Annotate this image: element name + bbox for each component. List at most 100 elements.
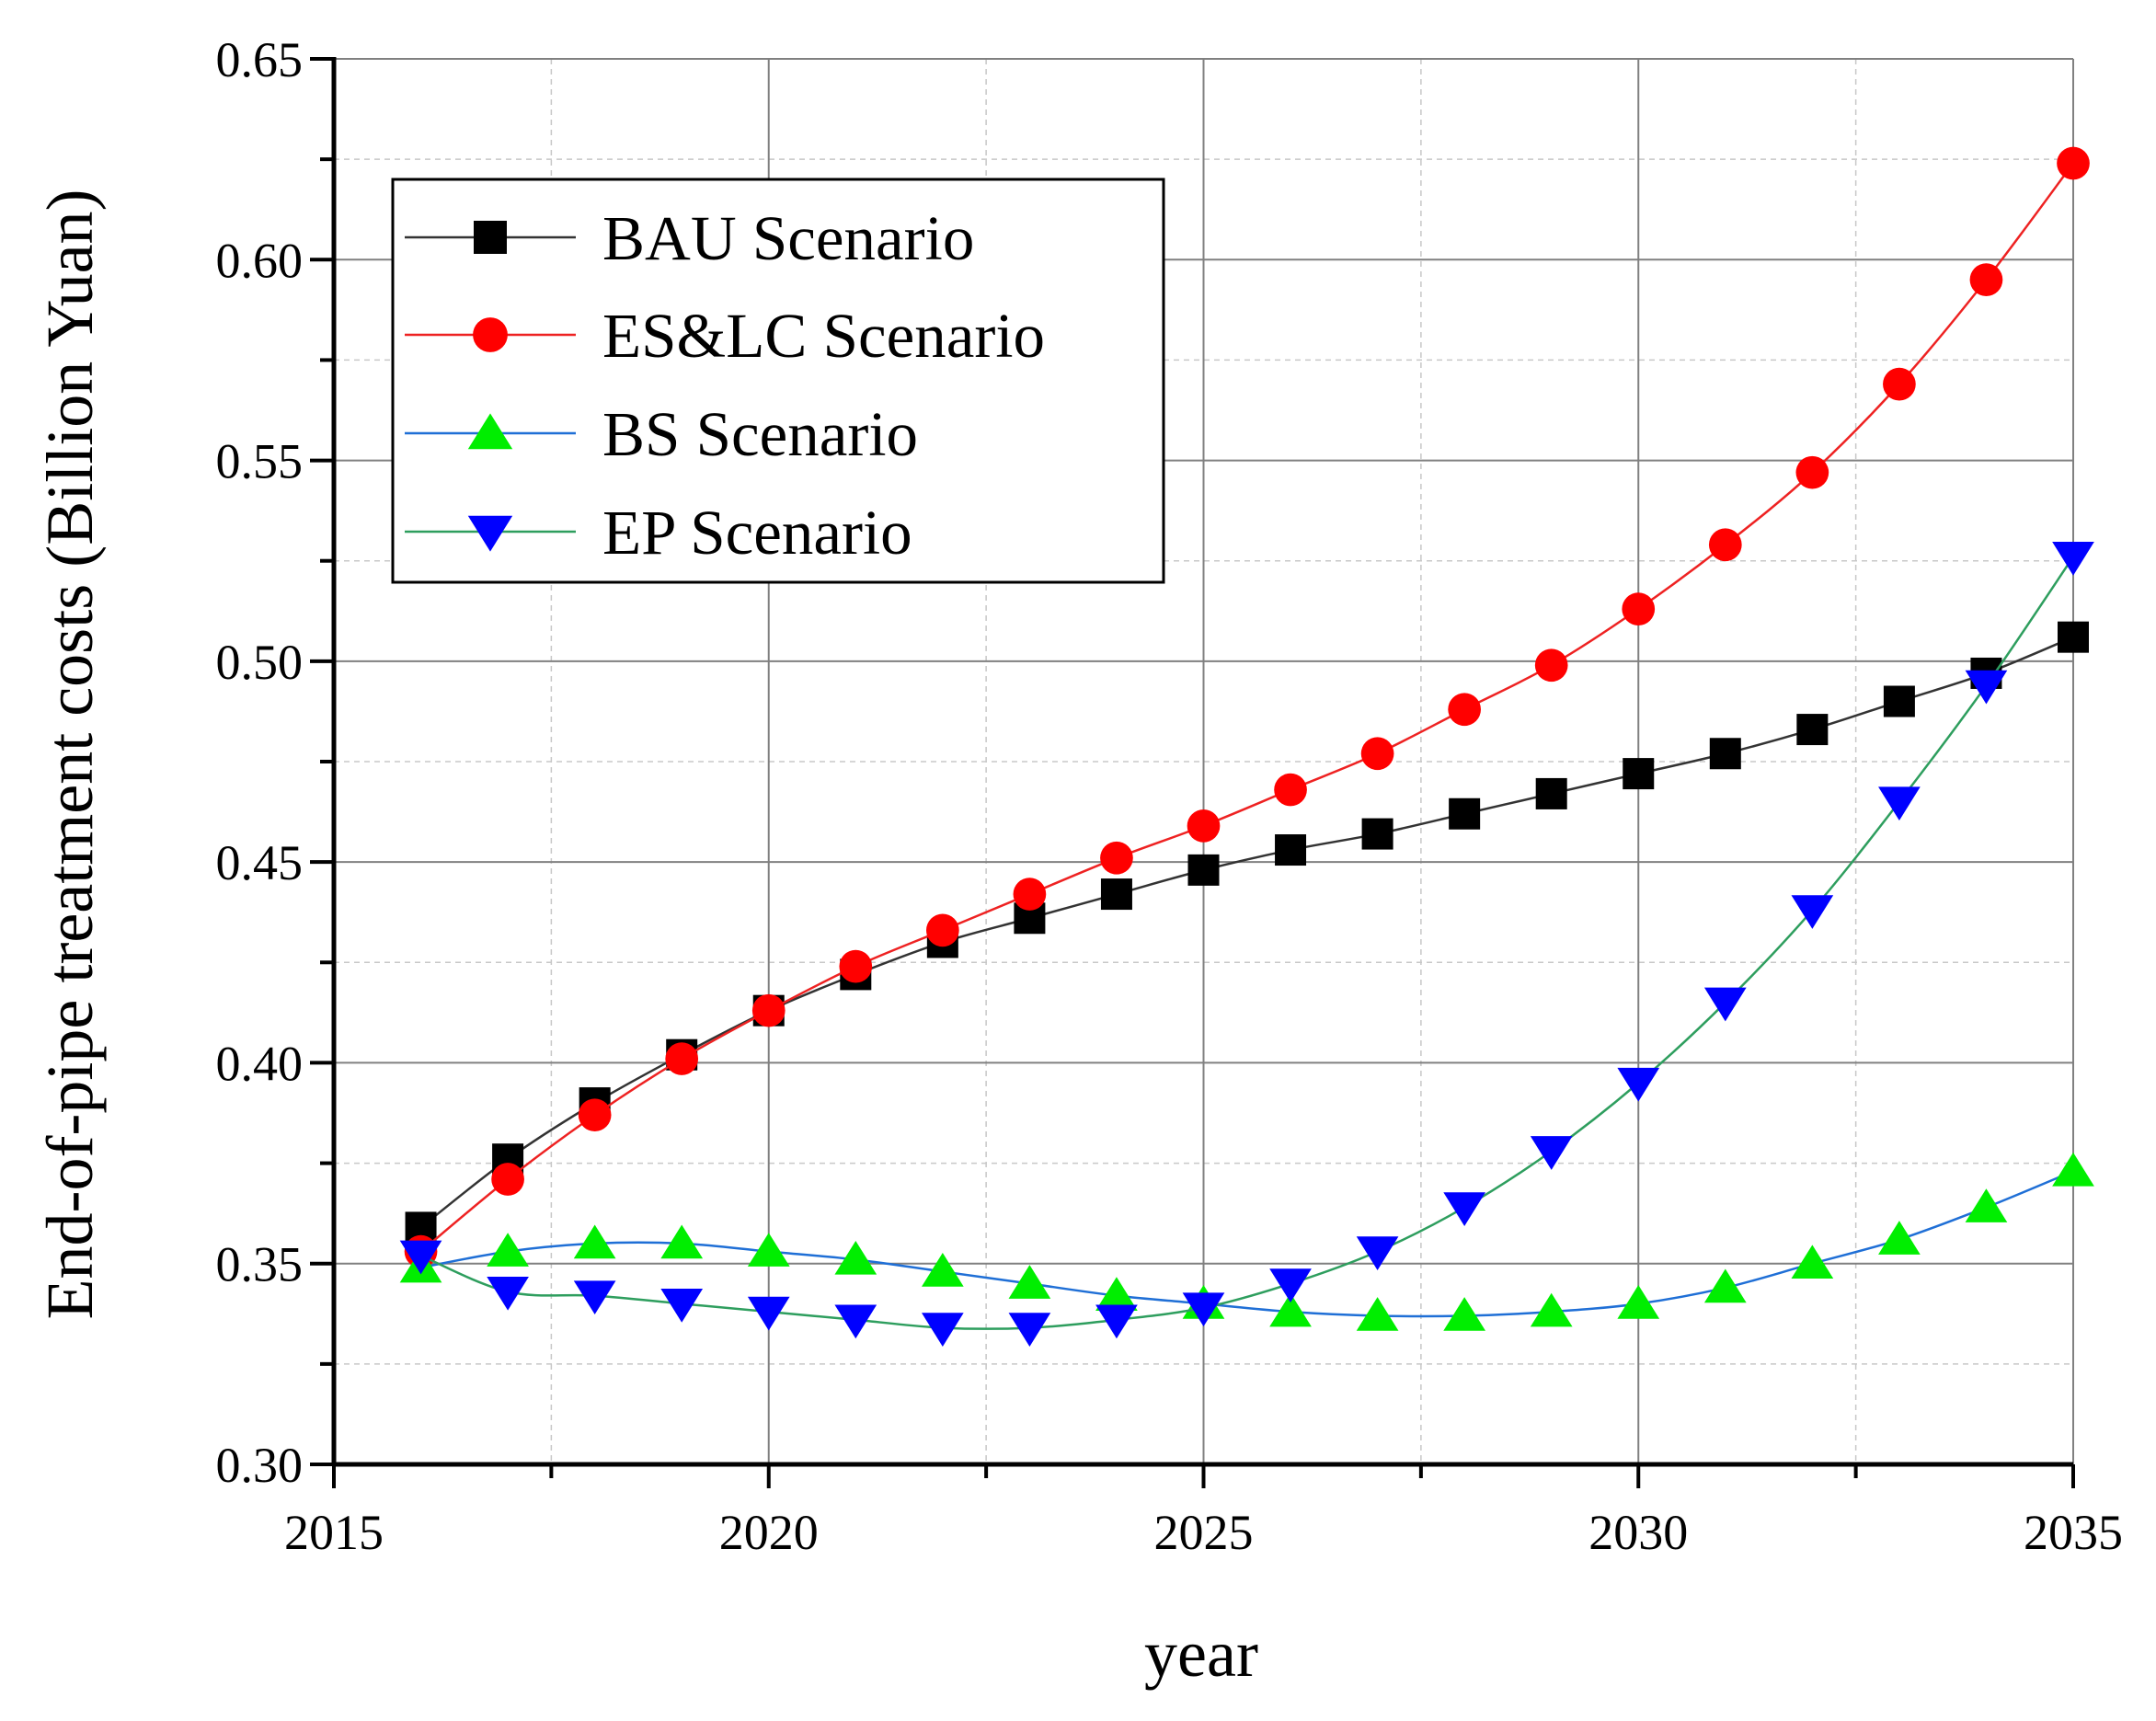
- legend: BAU Scenario ES&LC Scenario BS Scenario EP …: [391, 178, 1165, 584]
- series-bs-scenario: [399, 1152, 2094, 1331]
- x-tick-label: 2035: [2024, 1505, 2123, 1560]
- data-point: [1187, 854, 1220, 886]
- axes-layer: [310, 57, 2075, 1488]
- data-point: [834, 1304, 877, 1339]
- data-point: [1623, 758, 1655, 790]
- data-point: [1791, 895, 1834, 929]
- data-point: [922, 1253, 964, 1287]
- data-point: [1878, 786, 1921, 821]
- data-point: [1100, 841, 1133, 875]
- legend-marker: [474, 221, 507, 254]
- data-point: [491, 1163, 524, 1196]
- data-point: [1965, 1188, 2008, 1222]
- y-axis-title: End-of-pipe treatment costs (Billion Yua…: [33, 189, 107, 1319]
- legend-marker: [467, 413, 513, 450]
- series-es-lc-scenario: [404, 146, 2090, 1268]
- data-point: [2052, 1152, 2094, 1187]
- data-point: [578, 1098, 612, 1132]
- data-point: [747, 1296, 790, 1331]
- data-point: [2058, 621, 2089, 653]
- data-point: [1095, 1304, 1138, 1339]
- data-point: [1356, 1236, 1399, 1271]
- x-tick-label: 2025: [1154, 1505, 1254, 1560]
- data-point: [747, 1233, 790, 1267]
- data-point: [487, 1276, 529, 1311]
- data-point: [1274, 773, 1307, 807]
- data-point: [1878, 1221, 1921, 1255]
- y-tick-label: 0.60: [216, 233, 304, 288]
- data-point: [660, 1224, 704, 1259]
- data-point: [1356, 1297, 1399, 1331]
- data-point: [1182, 1292, 1225, 1327]
- data-point: [1008, 1313, 1051, 1347]
- data-point: [751, 993, 786, 1027]
- data-point: [1013, 878, 1047, 911]
- data-point: [573, 1224, 616, 1259]
- x-tick-label: 2020: [719, 1505, 819, 1560]
- data-point: [1617, 1284, 1660, 1319]
- x-tick-label: 2015: [284, 1505, 384, 1560]
- data-point: [839, 949, 873, 983]
- data-point: [1965, 670, 2008, 705]
- data-point: [834, 1240, 877, 1275]
- series-ep-scenario: [399, 542, 2094, 1347]
- data-point: [1448, 693, 1481, 727]
- legend-entries: BAU Scenario ES&LC Scenario BS Scenario EP …: [405, 203, 1045, 568]
- x-tick-label: 2030: [1588, 1505, 1688, 1560]
- data-point: [1883, 685, 1915, 717]
- legend-entry: BS Scenario: [405, 399, 918, 469]
- data-point: [1703, 987, 1747, 1022]
- data-point: [1791, 1245, 1834, 1279]
- data-point: [1796, 714, 1829, 746]
- data-point: [1275, 834, 1307, 866]
- data-point: [1795, 455, 1829, 489]
- data-point: [399, 1240, 442, 1275]
- data-point: [926, 913, 959, 947]
- y-tick-label: 0.45: [216, 835, 304, 890]
- data-point: [1008, 1265, 1051, 1299]
- x-axis-title: year: [1144, 1617, 1258, 1691]
- grid-layer: [334, 58, 2074, 1464]
- data-point: [1703, 1268, 1747, 1303]
- data-point: [573, 1280, 616, 1315]
- legend-box: [391, 178, 1165, 584]
- data-point: [1535, 777, 1567, 809]
- data-point: [1360, 737, 1394, 771]
- legend-marker: [467, 515, 513, 552]
- y-tick-label: 0.65: [216, 32, 304, 87]
- data-point: [1534, 648, 1568, 683]
- data-point: [1883, 367, 1916, 401]
- legend-entry: EP Scenario: [405, 498, 912, 568]
- legend-entry: BAU Scenario: [405, 203, 974, 273]
- data-point: [1709, 738, 1741, 770]
- data-point: [2057, 146, 2090, 180]
- data-point: [1443, 1297, 1485, 1331]
- legend-label: ES&LC Scenario: [602, 301, 1045, 371]
- data-point: [2052, 542, 2094, 576]
- y-tick-label: 0.50: [216, 635, 304, 690]
- data-point: [1095, 1277, 1138, 1311]
- tick-labels: 2015 2020 2025 2030 2035 0.30 0.35 0.40 0.45 0.50…: [216, 32, 2124, 1560]
- data-point: [1622, 592, 1656, 625]
- data-point: [665, 1042, 699, 1075]
- data-point: [1100, 878, 1132, 911]
- legend-label: BS Scenario: [602, 399, 918, 469]
- legend-label: BAU Scenario: [602, 203, 974, 273]
- data-point: [1361, 818, 1393, 850]
- data-point: [1530, 1292, 1573, 1327]
- legend-marker: [473, 317, 508, 352]
- y-tick-label: 0.35: [216, 1237, 304, 1292]
- data-point: [1187, 809, 1221, 843]
- data-point: [487, 1233, 529, 1267]
- data-point: [1617, 1067, 1660, 1102]
- data-point: [922, 1313, 964, 1347]
- data-point: [1530, 1136, 1573, 1170]
- data-point: [1449, 797, 1481, 830]
- y-tick-label: 0.30: [216, 1438, 304, 1493]
- y-tick-label: 0.40: [216, 1036, 304, 1091]
- legend-label: EP Scenario: [602, 498, 912, 568]
- data-point: [1443, 1192, 1485, 1226]
- data-point: [1269, 1292, 1312, 1327]
- data-point: [660, 1289, 704, 1323]
